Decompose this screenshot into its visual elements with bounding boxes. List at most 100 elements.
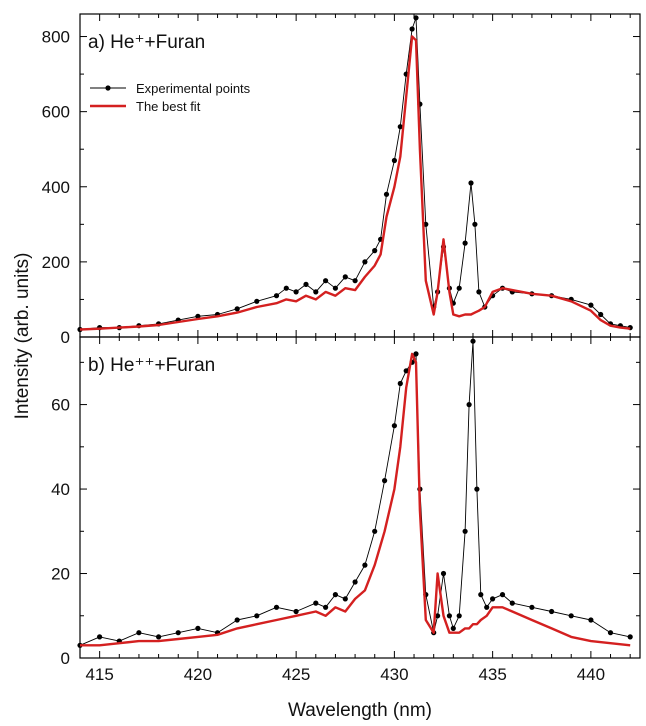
experimental-point (446, 613, 452, 619)
y-axis-title: Intensity (arb. units) (12, 253, 33, 420)
panel-b-title: b) He⁺⁺+Furan (88, 355, 215, 376)
experimental-point (403, 368, 409, 374)
experimental-point (568, 613, 574, 619)
experimental-point (332, 285, 338, 291)
experimental-point (352, 579, 358, 585)
experimental-point (476, 289, 482, 295)
experimental-point (484, 604, 490, 610)
x-tick-label: 435 (478, 665, 506, 684)
experimental-point (342, 274, 348, 280)
experimental-point (397, 124, 403, 130)
experimental-point (549, 608, 555, 615)
experimental-point (598, 311, 604, 318)
experimental-point (470, 338, 476, 344)
experimental-point (136, 630, 142, 636)
experimental-point (313, 289, 319, 295)
experimental-point (332, 592, 338, 598)
legend-experimental-label: Experimental points (136, 81, 251, 96)
experimental-point (474, 486, 480, 492)
y-tick-label: 200 (42, 253, 70, 272)
x-tick-label: 415 (85, 665, 113, 684)
experimental-point (156, 634, 162, 640)
panel-b: 415 420 425 430 435 440 0 20 40 60 b) He⁺⁺+Furan (51, 336, 641, 684)
experimental-point (627, 634, 633, 640)
experimental-point (413, 351, 419, 357)
legend-best-fit-label: The best fit (136, 99, 201, 114)
x-tick-label: 440 (577, 665, 605, 684)
panel-a-title: a) He⁺+Furan (88, 32, 205, 53)
experimental-point (397, 380, 403, 387)
y-tick-label: 0 (61, 328, 70, 347)
experimental-point (372, 248, 378, 254)
y-tick-label: 600 (42, 103, 70, 122)
experimental-point (293, 608, 299, 615)
experimental-point (254, 613, 260, 619)
experimental-point (303, 281, 309, 287)
x-tick-label: 425 (282, 665, 310, 684)
y-tick-label: 60 (51, 396, 70, 415)
experimental-point (323, 278, 329, 284)
experimental-point (283, 285, 289, 291)
experimental-point (409, 26, 415, 32)
experimental-point (462, 528, 468, 534)
experimental-point (234, 306, 240, 312)
experimental-point (490, 596, 496, 602)
y-tick-label: 40 (51, 480, 70, 499)
experimental-point (607, 630, 614, 636)
experimental-point (435, 613, 441, 619)
experimental-point (588, 302, 594, 308)
experimental-point (254, 298, 260, 304)
experimental-point (478, 592, 484, 598)
best-fit-line (80, 352, 631, 647)
experimental-point (362, 562, 368, 568)
experimental-point (472, 221, 478, 227)
experimental-point (391, 423, 397, 429)
experimental-point (342, 596, 348, 602)
experimental-point (195, 313, 201, 319)
panel-a-ticks: 0 200 400 600 800 (42, 14, 640, 347)
experimental-point (273, 293, 280, 299)
experimental-point (352, 278, 358, 284)
x-tick-label: 430 (380, 665, 408, 684)
experimental-point (462, 240, 468, 246)
x-axis-title: Wavelength (nm) (288, 700, 432, 721)
panel-a: 0 200 400 600 800 a) He⁺+Furan Experimental … (42, 13, 641, 347)
experimental-point (234, 617, 240, 623)
panel-b-frame (79, 336, 641, 659)
experimental-point (383, 191, 390, 197)
experimental-point (391, 157, 397, 164)
experimental-point (382, 478, 388, 484)
panel-a-series (77, 15, 633, 333)
legend-experimental-marker (105, 85, 111, 91)
experimental-point (175, 630, 181, 636)
legend: Experimental points The best fit (90, 81, 251, 114)
panel-b-ticks: 415 420 425 430 435 440 0 20 40 60 (51, 337, 640, 684)
experimental-point (323, 604, 329, 610)
y-tick-label: 800 (42, 28, 70, 47)
experimental-point (440, 570, 447, 577)
experimental-point (468, 180, 474, 186)
y-tick-label: 0 (61, 649, 70, 668)
experimental-point (466, 402, 472, 408)
experimental-point (195, 625, 201, 632)
experimental-point (293, 289, 299, 295)
y-tick-label: 400 (42, 178, 70, 197)
experimental-point (499, 592, 506, 598)
panel-b-series (77, 338, 633, 648)
y-tick-label: 20 (51, 565, 70, 584)
x-tick-label: 420 (184, 665, 212, 684)
experimental-point (456, 613, 462, 619)
experimental-point (97, 634, 103, 640)
experimental-point (456, 285, 462, 291)
experimental-point (372, 528, 378, 534)
experimental-point (362, 259, 368, 265)
experimental-point (273, 604, 280, 610)
experimental-point (413, 15, 419, 21)
experimental-point (509, 600, 515, 606)
experimental-point (588, 617, 594, 623)
experimental-point (529, 604, 535, 610)
experimental-point (313, 600, 319, 606)
experimental-point (450, 625, 456, 632)
